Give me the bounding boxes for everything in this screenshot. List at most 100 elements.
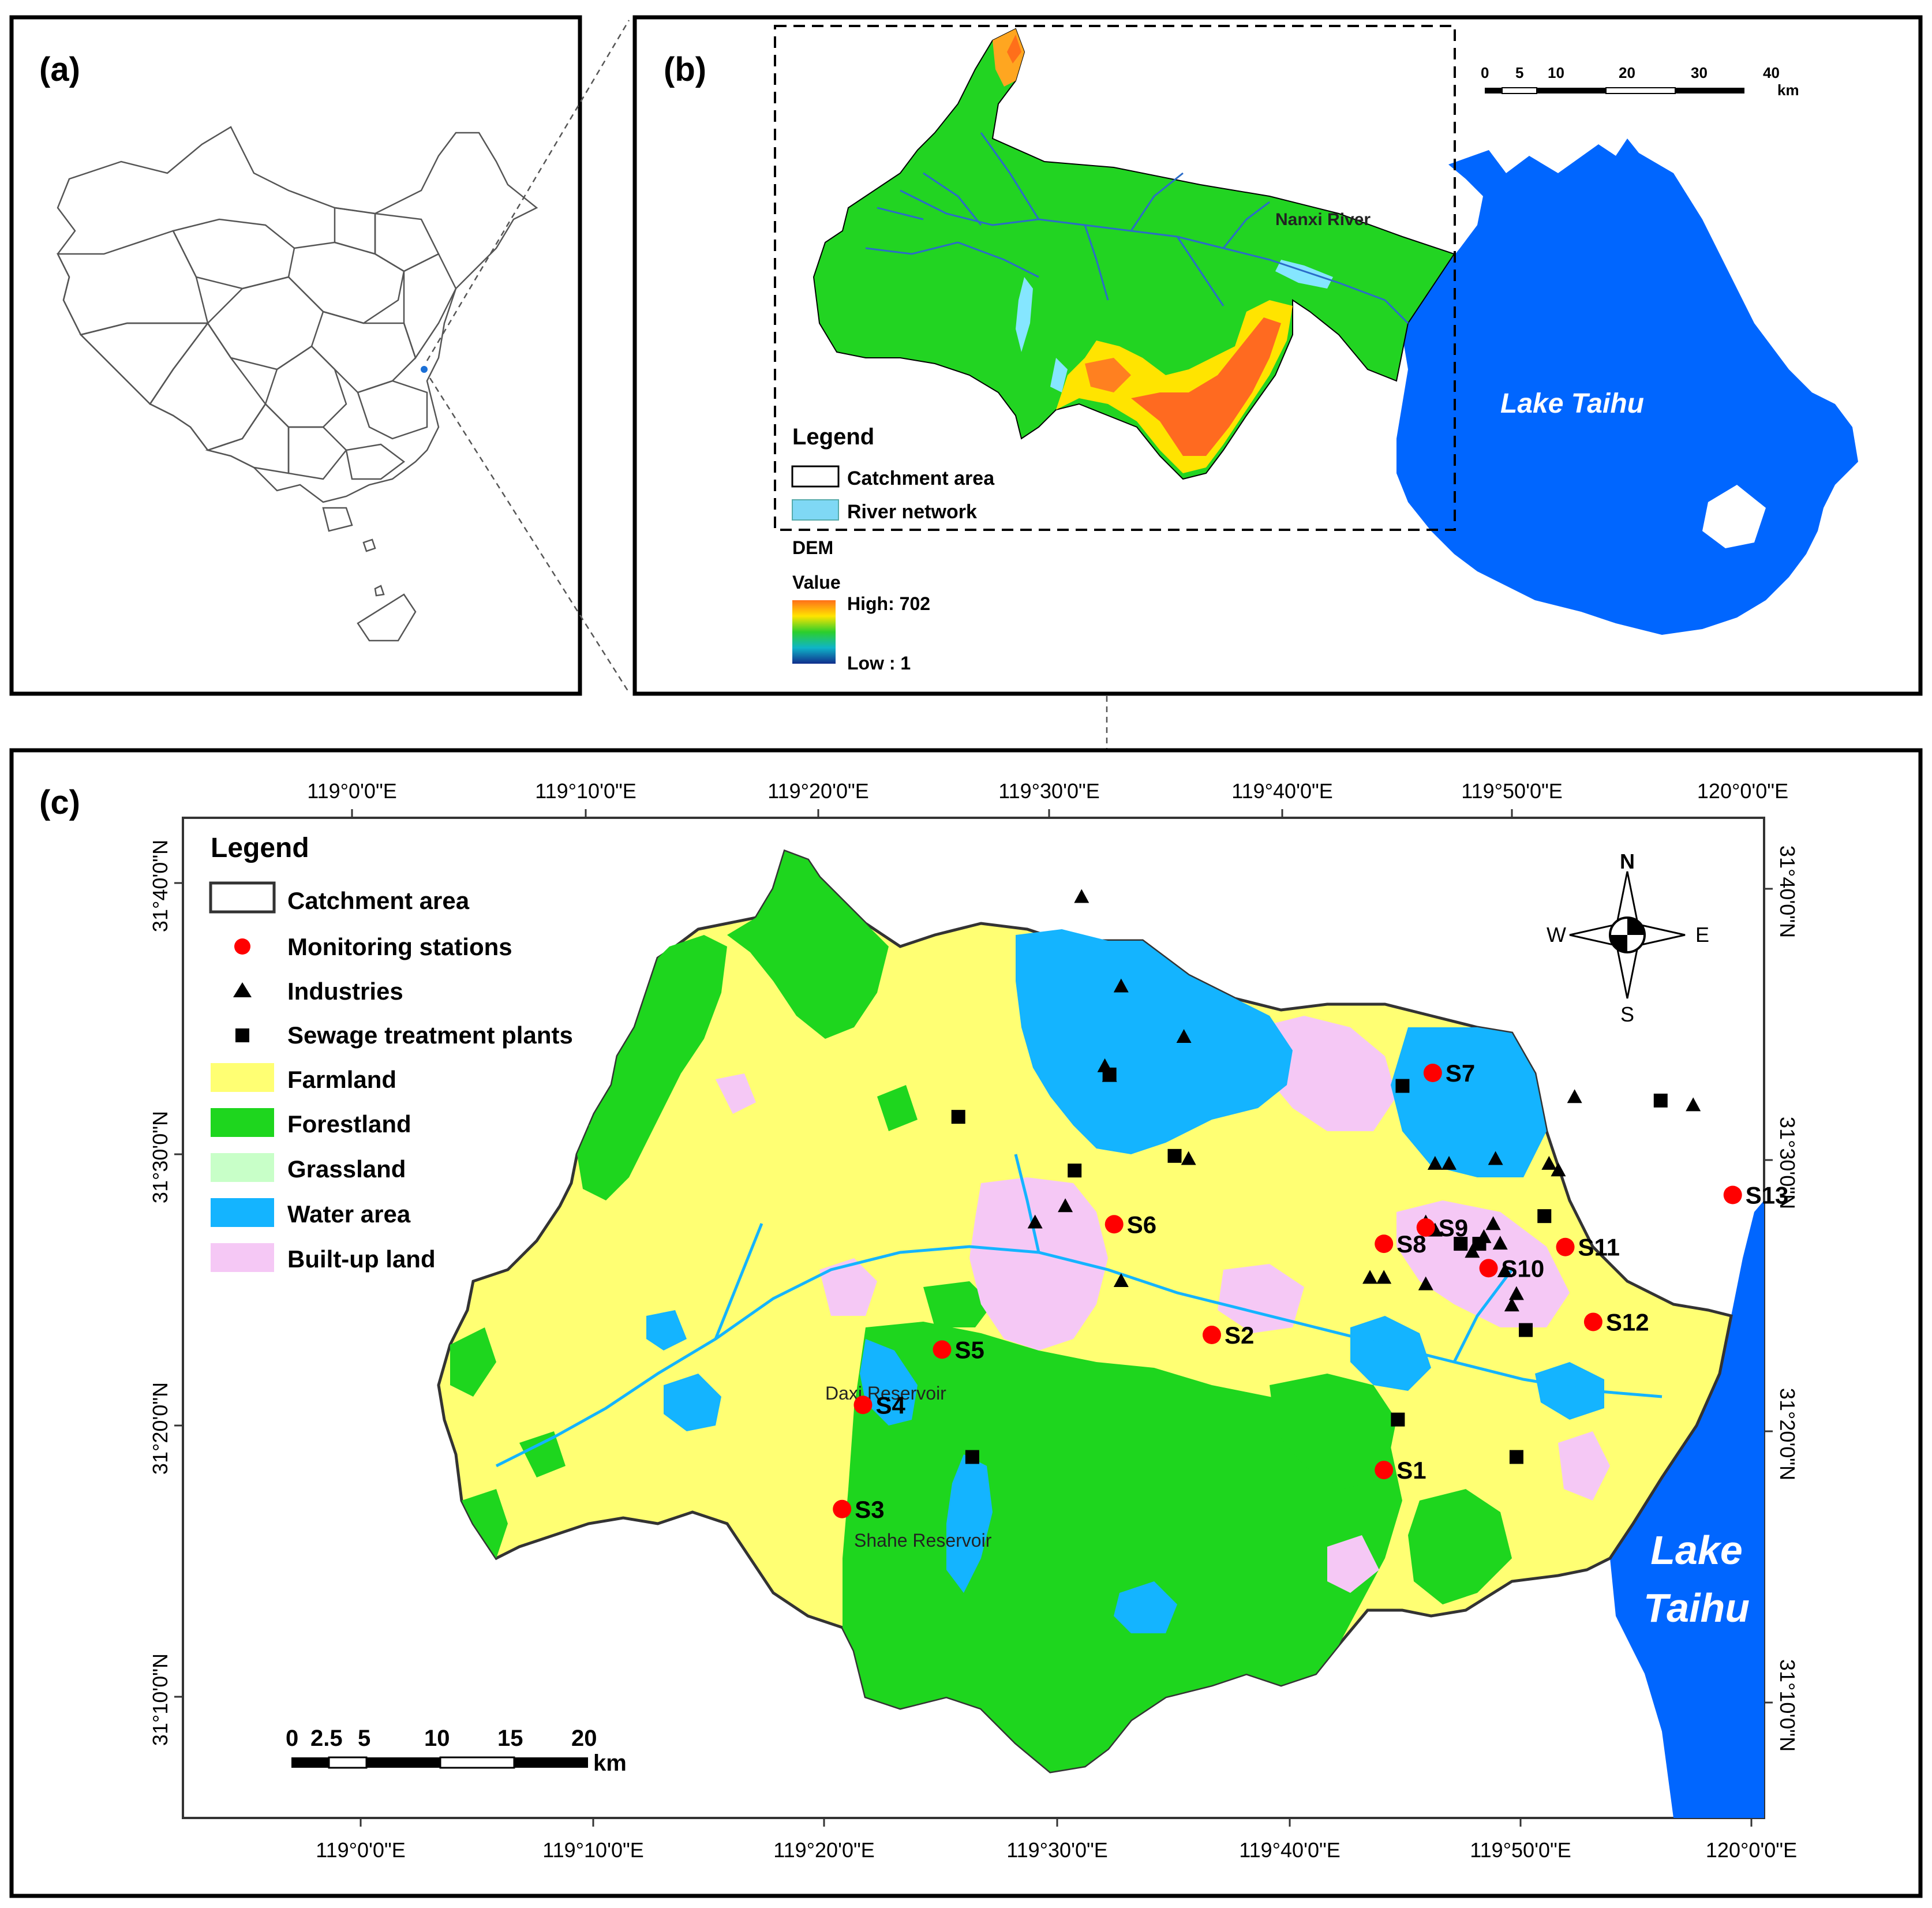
station-label: S12 (1606, 1308, 1649, 1335)
sewage-plant-marker (1068, 1163, 1082, 1178)
bottom-axis-label: 119°40'0"E (1239, 1838, 1341, 1862)
station-label: S5 (955, 1336, 984, 1363)
station-label: S9 (1439, 1214, 1468, 1241)
legend-b-river-label: River network (847, 501, 977, 523)
station-s2: S2 (1202, 1322, 1254, 1349)
station-label: S2 (1225, 1322, 1254, 1349)
station-marker (1479, 1259, 1498, 1278)
station-marker (1375, 1461, 1394, 1480)
daxi-reservoir-label: Daxi Reservoir (825, 1383, 946, 1404)
scale-b-tick-0: 0 (1481, 64, 1489, 81)
extent-box (774, 25, 1456, 531)
top-axis-label: 119°0'0"E (307, 779, 397, 803)
sewage-plant-marker (1167, 1148, 1182, 1163)
panel-a-frame (9, 15, 582, 696)
station-marker (1202, 1326, 1221, 1345)
dem-mid-south (1056, 300, 1293, 473)
legend-c-industry-symbol (233, 982, 252, 997)
compass-w: W (1547, 923, 1566, 946)
compass-e: E (1695, 923, 1709, 946)
top-axis-label: 119°20'0"E (767, 779, 869, 803)
station-marker (833, 1499, 852, 1518)
scale-b-tick-4: 30 (1691, 64, 1708, 81)
scale-bar-b: 0 5 10 20 30 40 km (1481, 64, 1799, 99)
legend-c-sewage-label: Sewage treatment plants (287, 1022, 573, 1049)
industry-marker (1551, 1162, 1566, 1177)
legend-b-catchment-swatch (791, 465, 840, 488)
dem-title: DEM (792, 537, 833, 558)
station-label: S7 (1446, 1060, 1475, 1087)
industry-marker (1181, 1151, 1196, 1165)
station-label: S4 (875, 1391, 905, 1419)
dem-peak-north (1007, 35, 1021, 63)
legend-c-farmland-swatch (211, 1063, 274, 1092)
top-axis-label: 119°40'0"E (1231, 779, 1333, 803)
sewage-plants-layer (951, 1067, 1668, 1464)
industry-marker (1567, 1089, 1582, 1103)
station-s4: S4 (853, 1391, 905, 1419)
scale-b-unit: km (1777, 81, 1799, 99)
scale-c-tick-0: 0 (286, 1726, 298, 1751)
industry-marker (1113, 1273, 1129, 1287)
legend-b-catchment-label: Catchment area (847, 467, 995, 489)
river-network-b (865, 132, 1409, 324)
left-axis-label: 31°20'0"N (148, 1382, 172, 1475)
scale-bar-c: 0 2.5 5 10 15 20 km (286, 1726, 627, 1776)
industry-marker (1113, 978, 1129, 993)
station-label: S6 (1127, 1211, 1156, 1238)
industry-marker (1465, 1244, 1480, 1258)
bottom-axis-label: 119°20'0"E (773, 1838, 875, 1862)
left-axis-label: 31°30'0"N (148, 1111, 172, 1203)
industry-marker (1485, 1216, 1501, 1230)
industry-marker (1027, 1214, 1043, 1229)
dem-high-label: High: 702 (847, 593, 930, 614)
industry-marker (1058, 1198, 1073, 1213)
station-s5: S5 (933, 1336, 984, 1363)
scale-c-tick-1: 2.5 (310, 1726, 343, 1751)
panel-c-label: (c) (39, 784, 80, 821)
industry-marker (1492, 1236, 1508, 1250)
sewage-plant-marker (965, 1450, 979, 1464)
scale-c-tick-3: 10 (424, 1726, 450, 1751)
station-label: S3 (855, 1496, 884, 1523)
right-axis-label: 31°20'0"N (1776, 1388, 1799, 1480)
station-s12: S12 (1583, 1308, 1649, 1335)
dem-value-label: Value (792, 572, 841, 593)
legend-c-water-label: Water area (287, 1200, 411, 1228)
station-marker (1583, 1312, 1602, 1331)
dem-low-label: Low : 1 (847, 653, 911, 674)
bottom-axis-label: 119°50'0"E (1470, 1838, 1571, 1862)
scale-b-tick-2: 10 (1548, 64, 1564, 81)
sewage-plant-marker (1519, 1323, 1533, 1337)
right-axis-label: 31°10'0"N (1776, 1659, 1799, 1752)
legend-b: Legend Catchment area River network DEM … (791, 424, 995, 674)
sewage-plant-marker (1395, 1079, 1410, 1093)
industry-marker (1176, 1028, 1192, 1043)
catchment-location-marker (421, 366, 428, 373)
bottom-axis-label: 120°0'0"E (1706, 1838, 1797, 1862)
compass-quadrant (1627, 918, 1645, 935)
compass-n: N (1620, 850, 1635, 873)
axis-top: 119°0'0"E 119°10'0"E 119°20'0"E 119°30'0… (307, 779, 1788, 803)
industry-marker (1376, 1270, 1392, 1284)
forestland-areas (450, 851, 1512, 1772)
station-label: S1 (1396, 1457, 1426, 1484)
station-s10: S10 (1479, 1255, 1544, 1282)
scale-c-tick-5: 20 (571, 1726, 597, 1751)
station-s7: S7 (1423, 1060, 1475, 1087)
industry-marker (1541, 1155, 1557, 1170)
legend-c-grassland-label: Grassland (287, 1155, 406, 1183)
station-s1: S1 (1375, 1457, 1426, 1484)
catchment-dem-b (813, 28, 1455, 480)
dem-reservoir-shahe (1050, 358, 1068, 392)
legend-c: Legend Catchment area Monitoring station… (209, 833, 573, 1273)
bottom-axis-label: 119°10'0"E (542, 1838, 644, 1862)
sewage-plant-marker (1509, 1450, 1523, 1464)
industry-marker (1504, 1297, 1519, 1312)
station-s13: S13 (1723, 1182, 1788, 1209)
dem-color-ramp (792, 600, 836, 664)
legend-c-grassland-swatch (211, 1153, 274, 1182)
top-axis-label: 120°0'0"E (1697, 779, 1788, 803)
